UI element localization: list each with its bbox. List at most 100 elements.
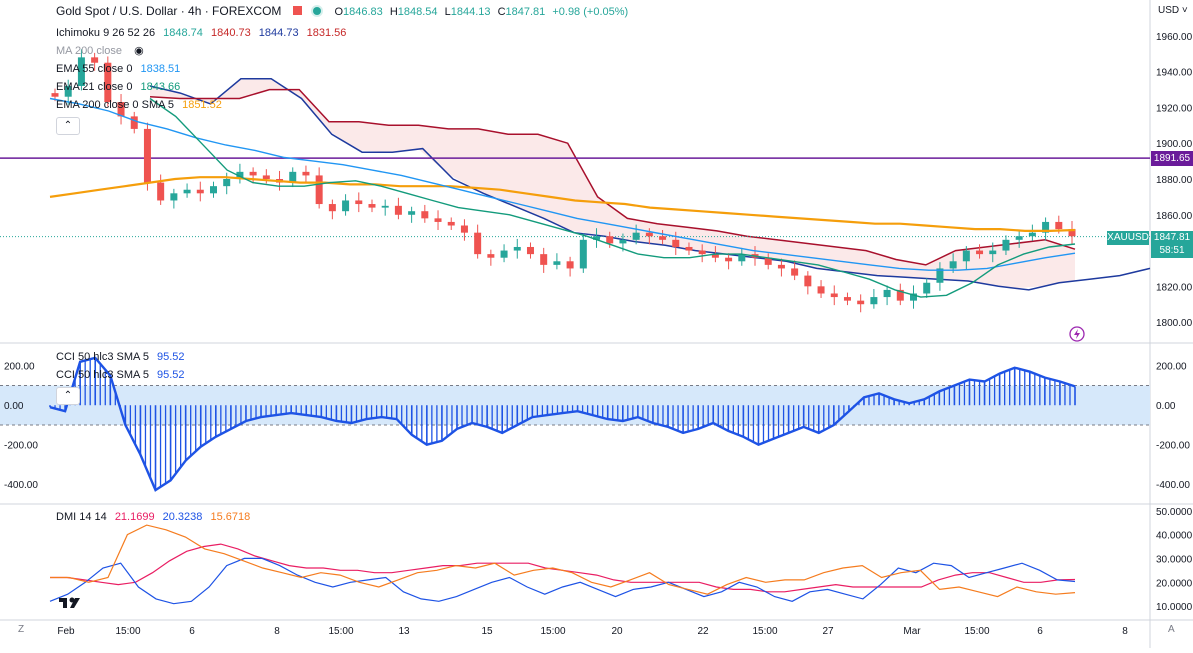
ema200-line[interactable]	[49, 176, 1076, 232]
collapse-legend-button[interactable]: ⌃	[56, 117, 80, 135]
dmi-legend[interactable]: DMI 14 14 21.1699 20.3238 15.6718	[56, 508, 255, 526]
candle-body[interactable]	[223, 179, 231, 187]
candle-body[interactable]	[989, 250, 997, 255]
candle-body[interactable]	[1002, 239, 1010, 251]
candle-body[interactable]	[77, 57, 85, 86]
candle-body[interactable]	[500, 250, 508, 258]
last-price-tag[interactable]: 1847.81 58:51	[1151, 231, 1193, 258]
candle-body[interactable]	[104, 62, 112, 103]
candle-body[interactable]	[711, 254, 719, 258]
candle-body[interactable]	[791, 268, 799, 276]
candle-body[interactable]	[830, 293, 838, 298]
ema55-legend[interactable]: EMA 55 close 0 1838.51	[56, 60, 351, 78]
candle-body[interactable]	[64, 85, 72, 97]
candle-body[interactable]	[262, 175, 270, 179]
candle-body[interactable]	[408, 211, 416, 215]
candle-body[interactable]	[447, 221, 455, 226]
candle-body[interactable]	[117, 102, 125, 117]
candle-body[interactable]	[302, 171, 310, 176]
candle-body[interactable]	[896, 289, 904, 301]
auto-scale-icon[interactable]: A	[1168, 624, 1175, 635]
ema200-legend[interactable]: EMA 200 close 0 SMA 5 1851.52	[56, 96, 351, 114]
candle-body[interactable]	[619, 239, 627, 244]
candle-body[interactable]	[196, 189, 204, 194]
candle-body[interactable]	[315, 175, 323, 205]
candle-body[interactable]	[659, 236, 667, 240]
candle-body[interactable]	[870, 297, 878, 305]
candle-body[interactable]	[487, 254, 495, 258]
candle-body[interactable]	[949, 261, 957, 269]
ema21-line[interactable]	[149, 97, 1076, 298]
candle-body[interactable]	[738, 254, 746, 262]
candle-body[interactable]	[843, 297, 851, 301]
candle-body[interactable]	[249, 171, 257, 176]
candle-body[interactable]	[460, 225, 468, 233]
candle-body[interactable]	[1068, 229, 1076, 237]
candle-body[interactable]	[804, 275, 812, 287]
candle-body[interactable]	[685, 246, 693, 251]
candle-body[interactable]	[606, 236, 614, 244]
candle-body[interactable]	[328, 204, 336, 212]
candle-body[interactable]	[91, 57, 99, 63]
ichimoku-span-b-line[interactable]	[149, 78, 1151, 291]
candle-body[interactable]	[645, 232, 653, 237]
hline-price-tag[interactable]: 1891.65	[1151, 151, 1193, 166]
candle-body[interactable]	[593, 236, 601, 240]
candle-body[interactable]	[355, 200, 363, 205]
candle-body[interactable]	[526, 246, 534, 255]
candle-body[interactable]	[566, 261, 574, 269]
cci-line[interactable]	[49, 356, 1076, 492]
hidden-eye-icon[interactable]: ◉	[134, 45, 144, 57]
candle-body[interactable]	[553, 261, 561, 265]
candle-body[interactable]	[777, 264, 785, 269]
candle-body[interactable]	[579, 239, 587, 269]
candle-body[interactable]	[394, 205, 402, 215]
candle-body[interactable]	[1015, 236, 1023, 240]
dmi-minus-di-line[interactable]	[50, 524, 1076, 598]
candle-body[interactable]	[962, 250, 970, 262]
candle-body[interactable]	[1028, 232, 1036, 237]
ichimoku-span-a-line[interactable]	[149, 88, 1076, 266]
candle-body[interactable]	[209, 186, 217, 194]
candle-body[interactable]	[910, 293, 918, 301]
candle-body[interactable]	[513, 246, 521, 251]
candle-body[interactable]	[421, 211, 429, 219]
dmi-plus-di-line[interactable]	[49, 557, 1076, 605]
ma200-legend[interactable]: MA 200 close ◉	[56, 42, 351, 60]
candle-body[interactable]	[368, 204, 376, 208]
cci-legend-row-2[interactable]: CCI 50 hlc3 SMA 5 95.52	[56, 366, 190, 384]
cci-legend-row-1[interactable]: CCI 50 hlc3 SMA 5 95.52	[56, 348, 190, 366]
candle-body[interactable]	[725, 257, 733, 262]
candle-body[interactable]	[170, 193, 178, 201]
candle-body[interactable]	[130, 116, 138, 129]
candle-body[interactable]	[883, 289, 891, 298]
candle-body[interactable]	[381, 205, 389, 208]
candle-body[interactable]	[764, 257, 772, 265]
candle-body[interactable]	[236, 171, 244, 179]
candle-body[interactable]	[434, 218, 442, 222]
ichimoku-legend[interactable]: Ichimoku 9 26 52 26 1848.74 1840.73 1844…	[56, 24, 351, 42]
currency-selector[interactable]: USD ˅	[1158, 5, 1188, 16]
candle-body[interactable]	[1055, 221, 1063, 230]
collapse-cci-legend-button[interactable]: ⌃	[56, 387, 80, 405]
candle-body[interactable]	[936, 268, 944, 283]
candle-body[interactable]	[817, 286, 825, 294]
candle-body[interactable]	[143, 128, 151, 183]
candle-body[interactable]	[632, 232, 640, 240]
symbol-title[interactable]: Gold Spot / U.S. Dollar · 4h · FOREXCOM	[56, 4, 282, 18]
candle-body[interactable]	[976, 250, 984, 255]
ema21-legend[interactable]: EMA 21 close 0 1843.66	[56, 78, 351, 96]
candle-body[interactable]	[857, 300, 865, 305]
candle-body[interactable]	[474, 232, 482, 255]
candle-body[interactable]	[698, 250, 706, 255]
candle-body[interactable]	[183, 189, 191, 194]
candle-body[interactable]	[157, 182, 165, 201]
candle-body[interactable]	[1042, 221, 1050, 233]
red-flag-icon[interactable]	[292, 6, 302, 15]
zoom-icon[interactable]: Z	[18, 624, 25, 635]
candle-body[interactable]	[289, 171, 297, 183]
candle-body[interactable]	[342, 200, 350, 212]
candle-body[interactable]	[923, 282, 931, 294]
